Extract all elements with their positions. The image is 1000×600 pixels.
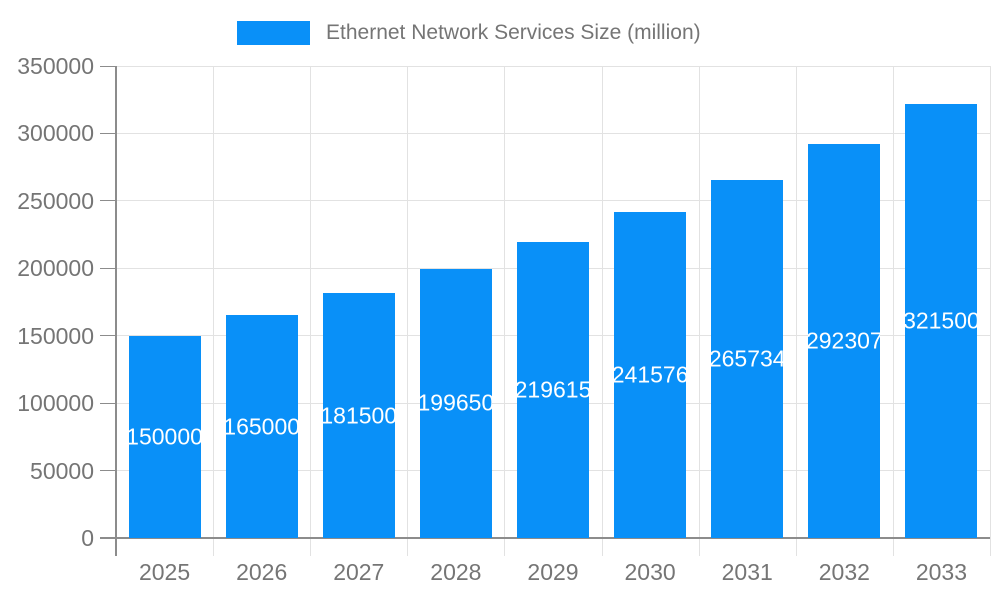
x-tick-label: 2030 [624, 559, 676, 585]
x-axis-tick [601, 538, 603, 556]
x-axis-tick [504, 538, 506, 556]
y-gridline [116, 200, 990, 202]
bar-value-label: 219615 [517, 376, 589, 403]
y-tick-label: 250000 [17, 187, 94, 214]
bar-value-label: 265734 [711, 345, 784, 372]
bar-value-label: 321500 [905, 307, 978, 334]
y-tick-label: 200000 [17, 255, 94, 282]
x-axis-tick [698, 538, 700, 556]
legend[interactable]: Ethernet Network Services Size (million) [237, 21, 701, 45]
bar[interactable]: 181500 [322, 293, 395, 538]
bar-value-label: 199650 [419, 389, 492, 416]
x-gridline [407, 66, 409, 538]
x-gridline [504, 66, 506, 538]
y-tick-label: 100000 [17, 390, 94, 417]
bar[interactable]: 241576 [614, 212, 687, 538]
y-tick-label: 300000 [17, 120, 94, 147]
x-axis-tick [795, 538, 797, 556]
bar-value-label: 165000 [225, 413, 298, 440]
y-tick-label: 0 [81, 525, 94, 551]
y-axis-tick [100, 470, 116, 472]
y-axis-tick [100, 267, 116, 269]
x-gridline [601, 66, 603, 538]
bar[interactable]: 150000 [128, 335, 201, 538]
x-axis-tick [407, 538, 409, 556]
y-axis-tick [100, 335, 116, 337]
x-tick-label: 2025 [138, 559, 191, 585]
y-tick-label: 150000 [17, 322, 94, 349]
bar[interactable]: 321500 [905, 104, 978, 538]
bar[interactable]: 292307 [808, 143, 881, 538]
bar[interactable]: 219615 [517, 241, 589, 538]
bar[interactable]: 165000 [225, 315, 298, 538]
x-gridline [213, 66, 215, 538]
y-axis-tick [100, 132, 116, 134]
x-axis-tick [892, 538, 894, 556]
x-axis-tick [213, 538, 215, 556]
x-gridline [795, 66, 797, 538]
x-tick-label: 2031 [721, 559, 773, 585]
x-tick-label: 2026 [236, 559, 288, 585]
bar-value-label: 150000 [128, 423, 201, 450]
x-tick-label: 2033 [915, 559, 968, 585]
bar-value-label: 292307 [808, 327, 881, 354]
x-gridline [698, 66, 700, 538]
x-axis-tick [990, 538, 991, 556]
bar-value-label: 241576 [614, 361, 687, 388]
x-tick-label: 2027 [333, 559, 385, 585]
y-axis-line [115, 66, 117, 556]
y-gridline [116, 65, 990, 67]
bar[interactable]: 199650 [419, 268, 492, 538]
legend-swatch-icon [237, 21, 310, 45]
x-axis-tick [310, 538, 312, 556]
legend-label: Ethernet Network Services Size (million) [326, 21, 701, 44]
x-gridline [892, 66, 894, 538]
x-tick-label: 2028 [430, 559, 482, 585]
y-tick-label: 350000 [17, 53, 94, 79]
bar[interactable]: 265734 [711, 179, 784, 538]
y-axis-tick [100, 65, 116, 67]
y-axis-tick [100, 402, 116, 404]
x-gridline [990, 66, 991, 538]
bar-value-label: 181500 [322, 402, 395, 429]
x-tick-label: 2032 [818, 559, 870, 585]
y-gridline [116, 132, 990, 134]
x-tick-label: 2029 [527, 559, 579, 585]
y-tick-label: 50000 [30, 457, 94, 484]
x-axis-line [100, 537, 990, 539]
x-gridline [310, 66, 312, 538]
y-axis-tick [100, 200, 116, 202]
